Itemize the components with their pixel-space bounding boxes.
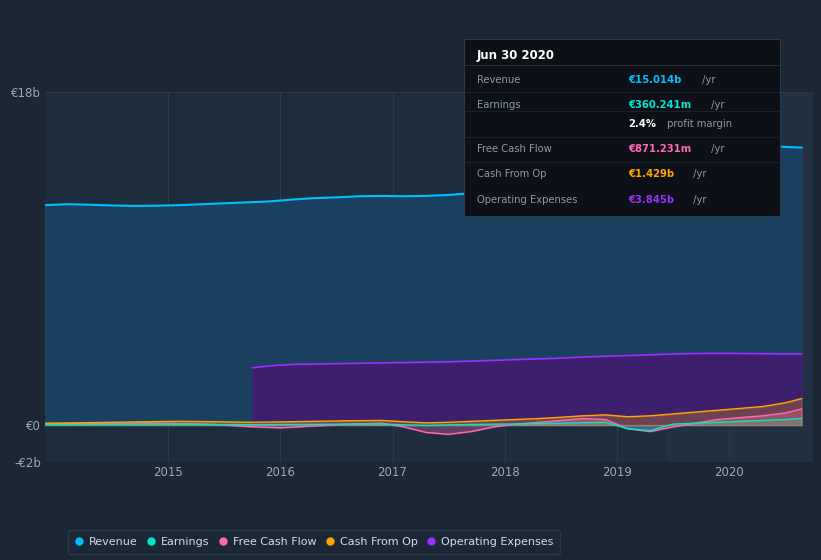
Text: €15.014b: €15.014b [628,75,681,85]
Text: /yr: /yr [690,169,707,179]
Text: 2.4%: 2.4% [628,119,656,129]
Text: /yr: /yr [708,100,724,110]
Text: €3.845b: €3.845b [628,195,674,205]
Text: Operating Expenses: Operating Expenses [476,195,577,205]
Text: profit margin: profit margin [663,119,732,129]
Bar [667,92,813,462]
Text: Revenue: Revenue [476,75,520,85]
Text: Free Cash Flow: Free Cash Flow [476,144,551,155]
Text: €360.241m: €360.241m [628,100,691,110]
Text: Cash From Op: Cash From Op [476,169,546,179]
Text: /yr: /yr [699,75,716,85]
Text: Earnings: Earnings [476,100,521,110]
Legend: Revenue, Earnings, Free Cash Flow, Cash From Op, Operating Expenses: Revenue, Earnings, Free Cash Flow, Cash … [67,530,560,554]
Text: Jun 30 2020: Jun 30 2020 [476,49,554,62]
Text: /yr: /yr [690,195,707,205]
Text: €1.429b: €1.429b [628,169,674,179]
Text: €871.231m: €871.231m [628,144,691,155]
Text: /yr: /yr [708,144,724,155]
